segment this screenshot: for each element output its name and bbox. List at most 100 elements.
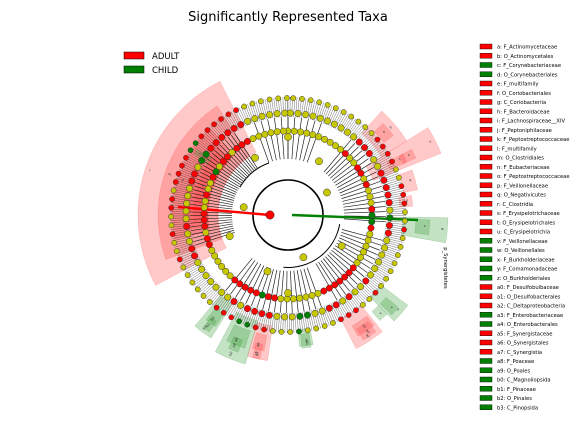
tree-node	[284, 289, 292, 297]
tree-node	[186, 184, 193, 192]
tree-node	[168, 213, 174, 220]
tree-edge	[254, 122, 270, 163]
tree-node	[362, 181, 370, 189]
tree-node	[360, 175, 368, 183]
clade-tag-a7: a7	[255, 351, 260, 356]
group-legend: ADULT CHILD	[123, 51, 180, 76]
tip-edge	[375, 162, 394, 172]
clade-entry-w: w: O_Veillonellales	[497, 248, 545, 254]
tree-edge	[225, 139, 253, 173]
tree-node	[315, 157, 323, 166]
tree-node	[215, 163, 223, 170]
tree-node	[364, 187, 372, 195]
tree-node	[218, 133, 226, 141]
clade-entry-a6: a6: O_Synergistales	[497, 341, 549, 347]
tree-node	[207, 144, 215, 152]
tree-edge	[207, 158, 243, 184]
tree-node	[281, 313, 289, 321]
clade-tag-a8: a8	[232, 343, 237, 348]
clade-tag-a1: a1	[361, 323, 367, 329]
clade-entry-a: a: F_Actinomycetaceae	[497, 45, 557, 51]
tree-node	[230, 124, 238, 132]
tree-edge	[318, 261, 342, 298]
tree-node	[316, 99, 323, 106]
tree-node	[308, 292, 316, 299]
clade-swatch-a7	[479, 349, 493, 355]
clade-tag-b3: b3	[202, 325, 208, 331]
tree-node	[198, 265, 206, 273]
tree-edge	[331, 249, 365, 277]
tree-edge	[323, 139, 352, 173]
tree-edge	[325, 143, 356, 175]
tree-node	[353, 307, 359, 314]
tree-node	[251, 115, 259, 123]
tree-node	[213, 304, 220, 311]
tree-node	[212, 168, 220, 176]
tree-edge	[341, 231, 382, 246]
tree-node	[366, 230, 374, 238]
clade-entry-g: g: C_Coriobacteriia	[497, 100, 546, 106]
highlight-sector-a1	[351, 315, 375, 337]
highlight-sector-x	[379, 296, 399, 316]
tree-node	[357, 254, 364, 261]
tree-node	[168, 205, 175, 211]
tree-edge	[280, 117, 285, 160]
tree-node	[192, 140, 199, 146]
tree-node	[378, 251, 386, 259]
clade-entry-p: p: F_Veillonellaceae	[497, 183, 548, 189]
clade-swatch-p	[479, 182, 493, 188]
tip-edge	[175, 243, 195, 250]
tree-node	[402, 218, 408, 224]
clade-entry-u: u: C_Erysipelotrichia	[497, 230, 550, 236]
tree-edge	[227, 137, 255, 171]
clade-tag-w: w	[441, 227, 444, 231]
tree-edge	[342, 190, 384, 202]
tip-edge	[253, 101, 260, 122]
tree-node	[275, 95, 282, 102]
tree-node	[179, 162, 185, 169]
tree-edge	[341, 186, 382, 199]
tree-node	[326, 138, 334, 146]
tree-edge	[315, 263, 338, 301]
tree-edge	[340, 181, 381, 197]
tree-node	[261, 326, 267, 333]
tree-node	[380, 176, 388, 184]
tree-edge	[191, 200, 233, 208]
tip-edge	[379, 250, 399, 258]
tip-edge	[330, 303, 340, 322]
tree-node	[380, 143, 386, 150]
clade-swatch-a4	[479, 321, 493, 327]
clade-entry-j: j: F_Peptoniphilaceae	[496, 128, 552, 134]
clade-entry-f: f: O_Coriobacteriales	[497, 91, 551, 97]
tree-node	[173, 248, 180, 255]
tree-node	[331, 281, 339, 289]
tree-edge	[329, 252, 362, 281]
highlight-sector-y	[371, 305, 388, 322]
tree-node	[321, 135, 329, 143]
tree-node	[263, 267, 272, 276]
tree-node	[225, 111, 232, 118]
tree-edge	[325, 256, 354, 289]
clade-tag-a3: a3	[305, 340, 310, 345]
clade-swatch-a8	[479, 358, 493, 364]
clade-tag-m: m	[168, 172, 173, 177]
tree-edge	[343, 211, 386, 214]
tree-node	[357, 169, 365, 177]
tree-node	[198, 133, 205, 140]
tree-node	[337, 124, 345, 132]
tree-node	[176, 256, 183, 263]
clade-entry-b3: b3: C_Pinopsida	[497, 405, 538, 411]
tip-edge	[236, 303, 246, 322]
tree-edge	[327, 254, 358, 285]
tree-node	[362, 124, 369, 130]
tree-edge	[343, 206, 386, 211]
tree-edge	[191, 223, 233, 232]
clade-swatch-a	[479, 43, 493, 50]
clade-swatch-w	[479, 247, 493, 253]
tree-node	[374, 136, 381, 143]
tree-node	[239, 203, 248, 212]
clade-swatch-i	[479, 117, 493, 124]
clade-swatch-b	[479, 53, 493, 59]
tree-edge	[336, 167, 374, 189]
tree-node	[354, 164, 362, 172]
